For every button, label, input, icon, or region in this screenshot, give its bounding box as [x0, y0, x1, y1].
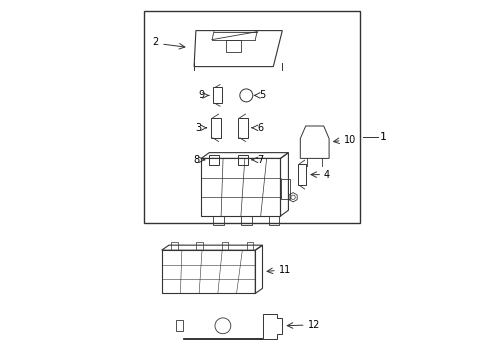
Bar: [210, 118, 220, 138]
Bar: [208, 155, 219, 165]
Text: 6: 6: [257, 123, 263, 133]
Bar: [280, 179, 289, 199]
Text: 5: 5: [258, 90, 264, 100]
Bar: [237, 118, 247, 138]
Bar: [162, 250, 255, 293]
Bar: [143, 11, 359, 223]
Bar: [241, 216, 251, 225]
Text: 8: 8: [193, 155, 199, 165]
Bar: [176, 320, 183, 331]
Text: 11: 11: [278, 265, 290, 275]
Bar: [213, 216, 224, 225]
Text: 1: 1: [379, 132, 386, 142]
Bar: [201, 158, 280, 216]
Text: 4: 4: [323, 170, 329, 180]
Bar: [268, 216, 279, 225]
Text: 7: 7: [257, 155, 263, 165]
Bar: [226, 40, 241, 52]
Text: 9: 9: [198, 90, 204, 100]
Text: 2: 2: [152, 37, 158, 48]
Bar: [297, 164, 306, 185]
Text: 3: 3: [195, 123, 201, 133]
Text: 12: 12: [307, 320, 319, 330]
Bar: [213, 87, 222, 103]
Bar: [237, 155, 247, 165]
Text: 10: 10: [343, 135, 355, 145]
